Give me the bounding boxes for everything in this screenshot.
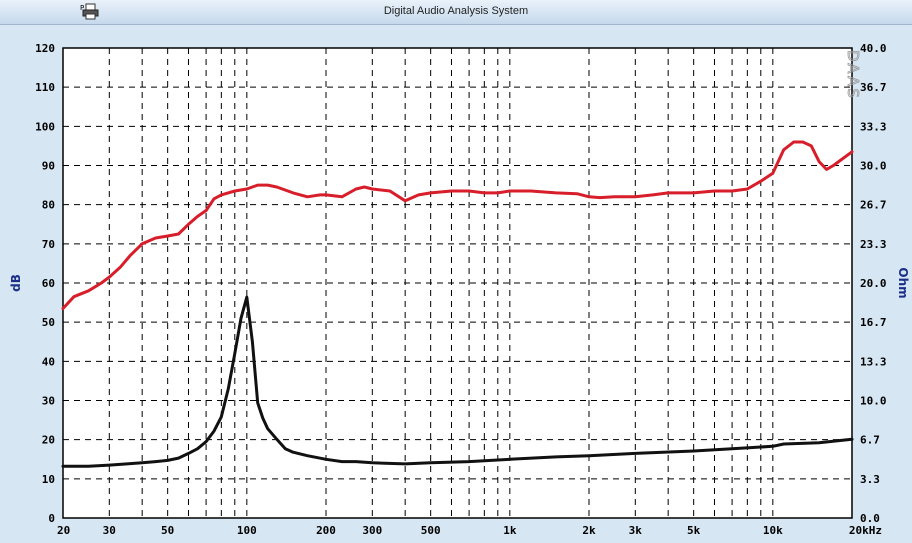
- y-tick-label-left: 0: [48, 512, 55, 525]
- spl-curve-line: [61, 140, 854, 310]
- chart: DAAS 0 10 20 30 40 50 60 70 80 90 100 110 120 0.0 3.3 6.…: [9, 42, 910, 537]
- y-tick-label-right: 16.7: [860, 316, 887, 329]
- y-tick-label-left: 30: [42, 395, 55, 408]
- window-title: Digital Audio Analysis System: [383, 5, 529, 17]
- y-tick-label-right: 40.0: [860, 42, 887, 55]
- y-tick-label-left: 50: [42, 316, 55, 329]
- y-tick-label-right: 23.3: [860, 238, 887, 251]
- y-tick-label-right: 20.0: [860, 277, 887, 290]
- window-titlebar: Digital Audio Analysis System P: [0, 0, 912, 25]
- printer-icon[interactable]: P: [80, 3, 102, 21]
- y-tick-label-left: 80: [42, 199, 55, 212]
- y-tick-label-left: 60: [42, 277, 55, 290]
- x-tick-label: 10k: [763, 524, 783, 537]
- y-tick-label-left: 100: [35, 120, 55, 133]
- y-tick-label-left: 90: [42, 160, 55, 173]
- y-tick-label-left: 110: [35, 81, 55, 94]
- x-tick-label: 100: [237, 524, 257, 537]
- y-tick-label-right: 26.7: [860, 199, 887, 212]
- y-tick-label-right: 33.3: [860, 120, 887, 133]
- y-tick-label-left: 120: [35, 42, 55, 55]
- impedance-curve-line: [61, 295, 854, 468]
- x-tick-label: 30: [103, 524, 116, 537]
- print-badge: P: [80, 4, 84, 12]
- x-tick-label: 500: [421, 524, 441, 537]
- y-tick-label-left: 10: [42, 473, 55, 486]
- y-tick-label-right: 0.0: [860, 512, 880, 525]
- x-tick-label: 1k: [503, 524, 517, 537]
- y-tick-label-right: 13.3: [860, 355, 887, 368]
- y-tick-label-left: 40: [42, 355, 55, 368]
- y-axis-label-left: dB: [9, 274, 23, 292]
- x-tick-label: 300: [362, 524, 382, 537]
- x-tick-label: 50: [161, 524, 174, 537]
- x-tick-label: 5k: [687, 524, 701, 537]
- x-tick-label: 20kHz: [849, 524, 882, 537]
- x-tick-label: 2k: [582, 524, 596, 537]
- x-tick-label: 200: [316, 524, 336, 537]
- watermark-text: DAAS: [844, 50, 862, 100]
- y-tick-label-right: 3.3: [860, 473, 880, 486]
- x-tick-label: 20: [57, 524, 70, 537]
- y-tick-label-right: 6.7: [860, 434, 880, 447]
- y-tick-label-right: 30.0: [860, 160, 887, 173]
- plot-area: [63, 48, 852, 518]
- y-tick-label-right: 10.0: [860, 395, 887, 408]
- x-tick-label: 3k: [629, 524, 643, 537]
- y-tick-label-left: 70: [42, 238, 55, 251]
- plot-border: [62, 47, 853, 519]
- y-axis-label-right: Ohm: [896, 267, 910, 298]
- y-tick-label-right: 36.7: [860, 81, 887, 94]
- y-tick-label-left: 20: [42, 434, 55, 447]
